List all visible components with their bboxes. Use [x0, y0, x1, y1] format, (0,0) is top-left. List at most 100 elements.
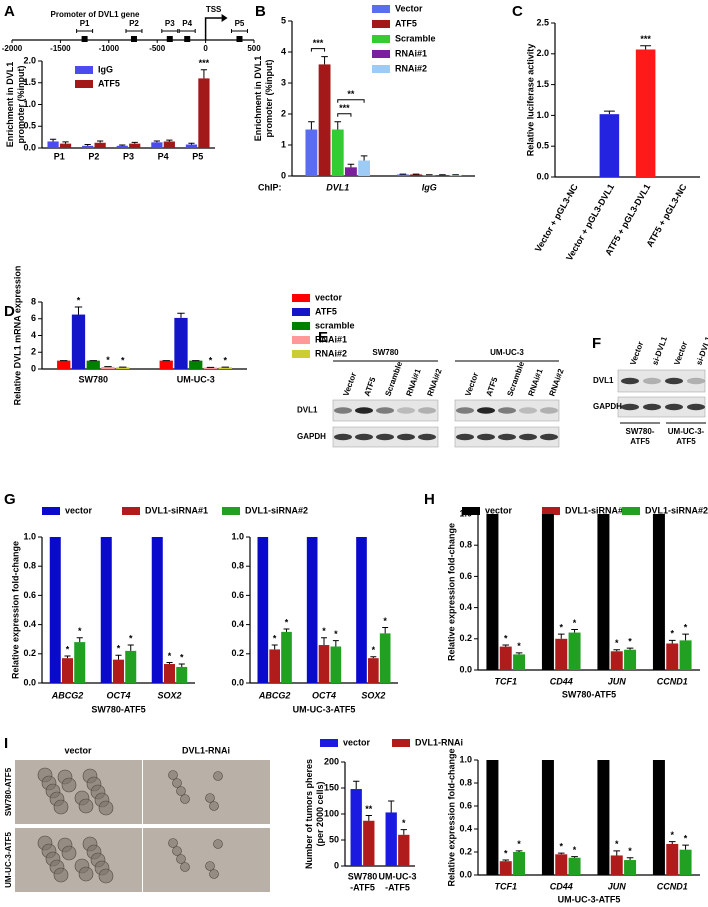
y-tick-label: 0.0: [231, 677, 244, 687]
legend-swatch: [75, 80, 93, 88]
error-bar: [153, 140, 160, 143]
significance-mark: *: [77, 295, 81, 305]
row-label: GAPDH: [593, 402, 622, 411]
legend-swatch: [372, 5, 390, 13]
x-tick-label: DVL1: [326, 182, 349, 192]
error-bar: [76, 637, 83, 643]
legend-swatch: [122, 507, 140, 515]
site-span: [161, 29, 179, 33]
sphere: [98, 868, 114, 884]
legend-swatch: [292, 322, 310, 330]
group-label: SW780: [372, 348, 399, 357]
x-tick-label: ABCG2: [51, 690, 84, 700]
y-tick-label: 0.2: [459, 633, 472, 643]
bar: [363, 820, 375, 866]
legend-label: IgG: [98, 64, 113, 74]
significance-mark: *: [224, 355, 228, 365]
y-tick-label: 100: [324, 808, 339, 818]
bar: [610, 855, 623, 875]
x-tick-label: UM-UC-3: [379, 871, 417, 881]
map-title: Promoter of DVL1 gene: [51, 10, 140, 19]
legend-label: RNAi#2: [315, 348, 347, 358]
blot-band: [665, 377, 683, 385]
y-tick-label: 1: [281, 139, 286, 149]
y-tick-label: 0.6: [231, 590, 244, 600]
sphere: [209, 801, 219, 811]
error-bar: [515, 850, 523, 852]
error-bar: [502, 859, 510, 862]
sphere: [78, 866, 94, 882]
bar: [541, 760, 554, 875]
lane-label: Vector: [628, 340, 645, 366]
bar: [568, 632, 581, 670]
legend-label: vector: [485, 505, 513, 515]
x-tick-label: 500: [247, 44, 261, 53]
error-bar: [332, 640, 339, 647]
x-axis-caption: UM-UC-3-ATF5: [293, 704, 356, 714]
x-tick-label: OCT4: [312, 690, 336, 700]
y-tick-label: 0.4: [23, 619, 36, 629]
y-axis-label: (per 2000 cells): [315, 781, 325, 846]
x-tick-label: TCF1: [495, 676, 518, 686]
sphere: [61, 777, 77, 793]
legend-swatch: [75, 66, 93, 74]
bar: [597, 760, 610, 875]
y-tick-label: 4: [281, 46, 286, 56]
bar: [350, 789, 362, 866]
bar: [163, 664, 176, 683]
error-bar: [571, 856, 578, 858]
bar: [163, 141, 175, 148]
x-tick-label: SW780: [348, 871, 378, 881]
legend-label: vector: [65, 505, 93, 515]
row-label: DVL1: [297, 406, 318, 415]
y-tick-label: 0.0: [459, 869, 472, 879]
y-tick-label: 8: [31, 296, 36, 306]
x-axis-caption: UM-UC-3-ATF5: [558, 894, 621, 904]
y-tick-label: 0.2: [459, 846, 472, 856]
bar: [306, 537, 318, 683]
image-row-label: SW780-ATF5: [4, 767, 13, 816]
x-tick-label: -1000: [99, 44, 120, 53]
error-bar: [613, 850, 621, 856]
bar: [318, 645, 330, 683]
y-tick-label: 0.8: [231, 561, 244, 571]
image-column-label: DVL1-RNAi: [182, 745, 230, 755]
lane-label: RNAi#2: [425, 367, 443, 397]
lane-label: RNAi#2: [547, 367, 565, 397]
error-bar: [127, 644, 134, 651]
error-bar: [626, 647, 634, 650]
bar: [101, 366, 115, 369]
significance-mark: *: [504, 633, 508, 643]
blot-band: [519, 433, 537, 441]
lane-label: RNAi#1: [404, 367, 422, 397]
x-tick-label: P5: [192, 151, 203, 161]
bar: [513, 654, 526, 670]
lane-label: RNAi#1: [526, 367, 544, 397]
bar: [189, 360, 203, 369]
significance-mark: *: [684, 622, 688, 632]
significance-mark: *: [106, 355, 110, 365]
sphere: [61, 845, 77, 861]
bar: [358, 160, 371, 176]
blot-band: [376, 433, 394, 441]
y-tick-label: 0: [334, 860, 339, 870]
error-bar: [308, 121, 315, 130]
blot-panel: [617, 369, 706, 393]
lane-label: ATF5: [484, 376, 499, 398]
blot-band: [519, 407, 537, 414]
significance-mark: *: [383, 616, 387, 626]
significance-mark: *: [670, 629, 674, 639]
legend-label: vector: [343, 737, 371, 747]
bar: [129, 143, 141, 148]
panel-letter: A: [4, 3, 15, 20]
panel-letter: F: [592, 335, 601, 352]
sphere: [176, 854, 186, 864]
y-tick-label: 1.0: [231, 531, 244, 541]
blot-band: [477, 433, 495, 441]
lane-label: Vector: [672, 340, 689, 366]
x-tick-label: JUN: [608, 676, 627, 686]
error-bar: [360, 155, 368, 161]
sphere: [205, 861, 215, 871]
error-bar: [119, 144, 126, 146]
x-axis-caption: SW780-ATF5: [562, 689, 616, 699]
